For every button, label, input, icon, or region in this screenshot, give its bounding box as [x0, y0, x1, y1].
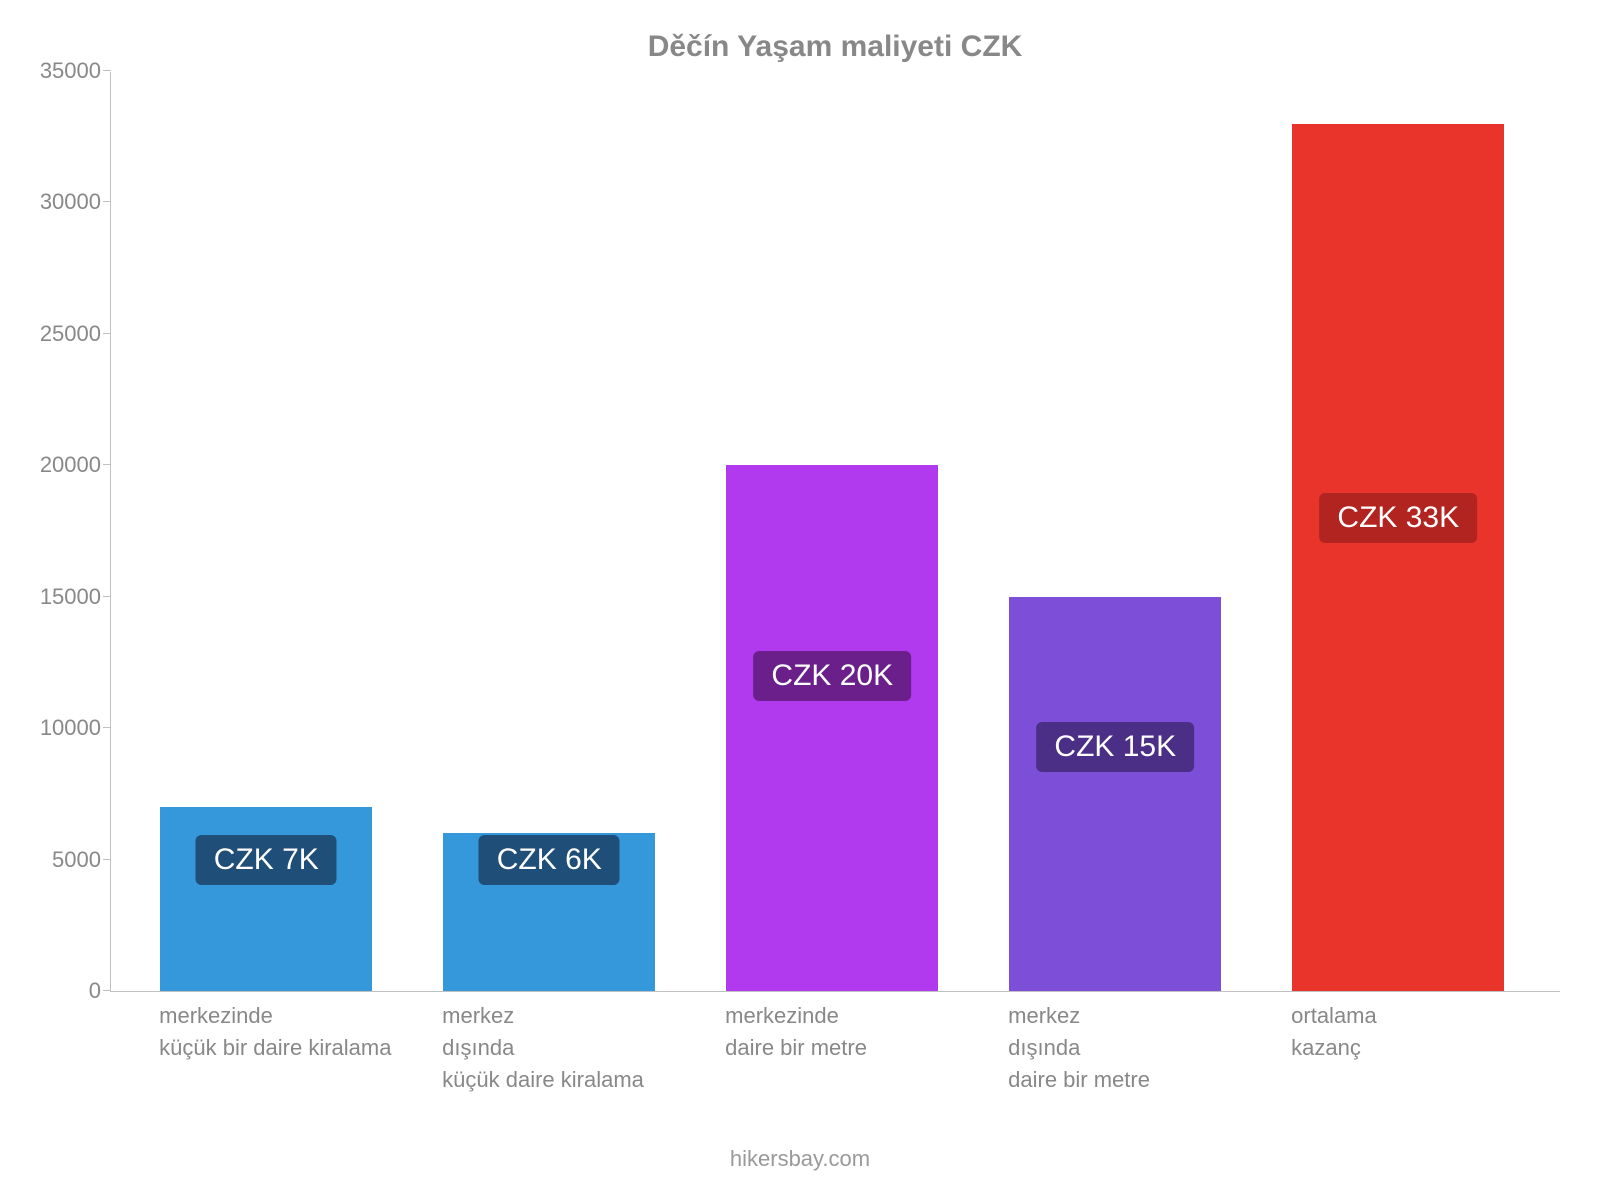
y-tick-mark	[103, 859, 111, 860]
chart-title: Děčín Yaşam maliyeti CZK	[110, 30, 1560, 64]
bar	[1292, 124, 1504, 991]
plot-area: 05000100001500020000250003000035000 CZK …	[110, 72, 1560, 992]
y-tick-label: 25000	[16, 321, 101, 347]
x-tick-label: merkez dışında küçük daire kiralama	[442, 1000, 644, 1096]
chart-container: Děčín Yaşam maliyeti CZK 050001000015000…	[0, 0, 1600, 1200]
bar	[726, 465, 938, 991]
attribution-text: hikersbay.com	[0, 1146, 1600, 1172]
y-tick-label: 10000	[16, 715, 101, 741]
x-tick-label: merkez dışında daire bir metre	[1008, 1000, 1150, 1096]
bar-value-badge: CZK 7K	[196, 835, 337, 885]
y-tick-label: 35000	[16, 58, 101, 84]
bar	[1009, 597, 1221, 991]
y-tick-mark	[103, 70, 111, 71]
x-tick-label: ortalama kazanç	[1291, 1000, 1377, 1064]
bar-value-badge: CZK 15K	[1036, 722, 1194, 772]
y-tick-label: 15000	[16, 584, 101, 610]
y-tick-label: 30000	[16, 189, 101, 215]
y-tick-mark	[103, 990, 111, 991]
bar-value-badge: CZK 33K	[1319, 493, 1477, 543]
y-tick-mark	[103, 596, 111, 597]
x-tick-label: merkezinde küçük bir daire kiralama	[159, 1000, 391, 1064]
bar-value-badge: CZK 20K	[753, 651, 911, 701]
y-tick-mark	[103, 201, 111, 202]
y-tick-label: 0	[16, 978, 101, 1004]
bar-value-badge: CZK 6K	[479, 835, 620, 885]
y-tick-mark	[103, 333, 111, 334]
y-tick-label: 5000	[16, 847, 101, 873]
y-tick-mark	[103, 727, 111, 728]
y-tick-mark	[103, 464, 111, 465]
y-tick-label: 20000	[16, 452, 101, 478]
bars-group: CZK 7K CZK 6K CZK 20K CZK 15K CZK 33K	[111, 72, 1560, 991]
x-tick-label: merkezinde daire bir metre	[725, 1000, 867, 1064]
